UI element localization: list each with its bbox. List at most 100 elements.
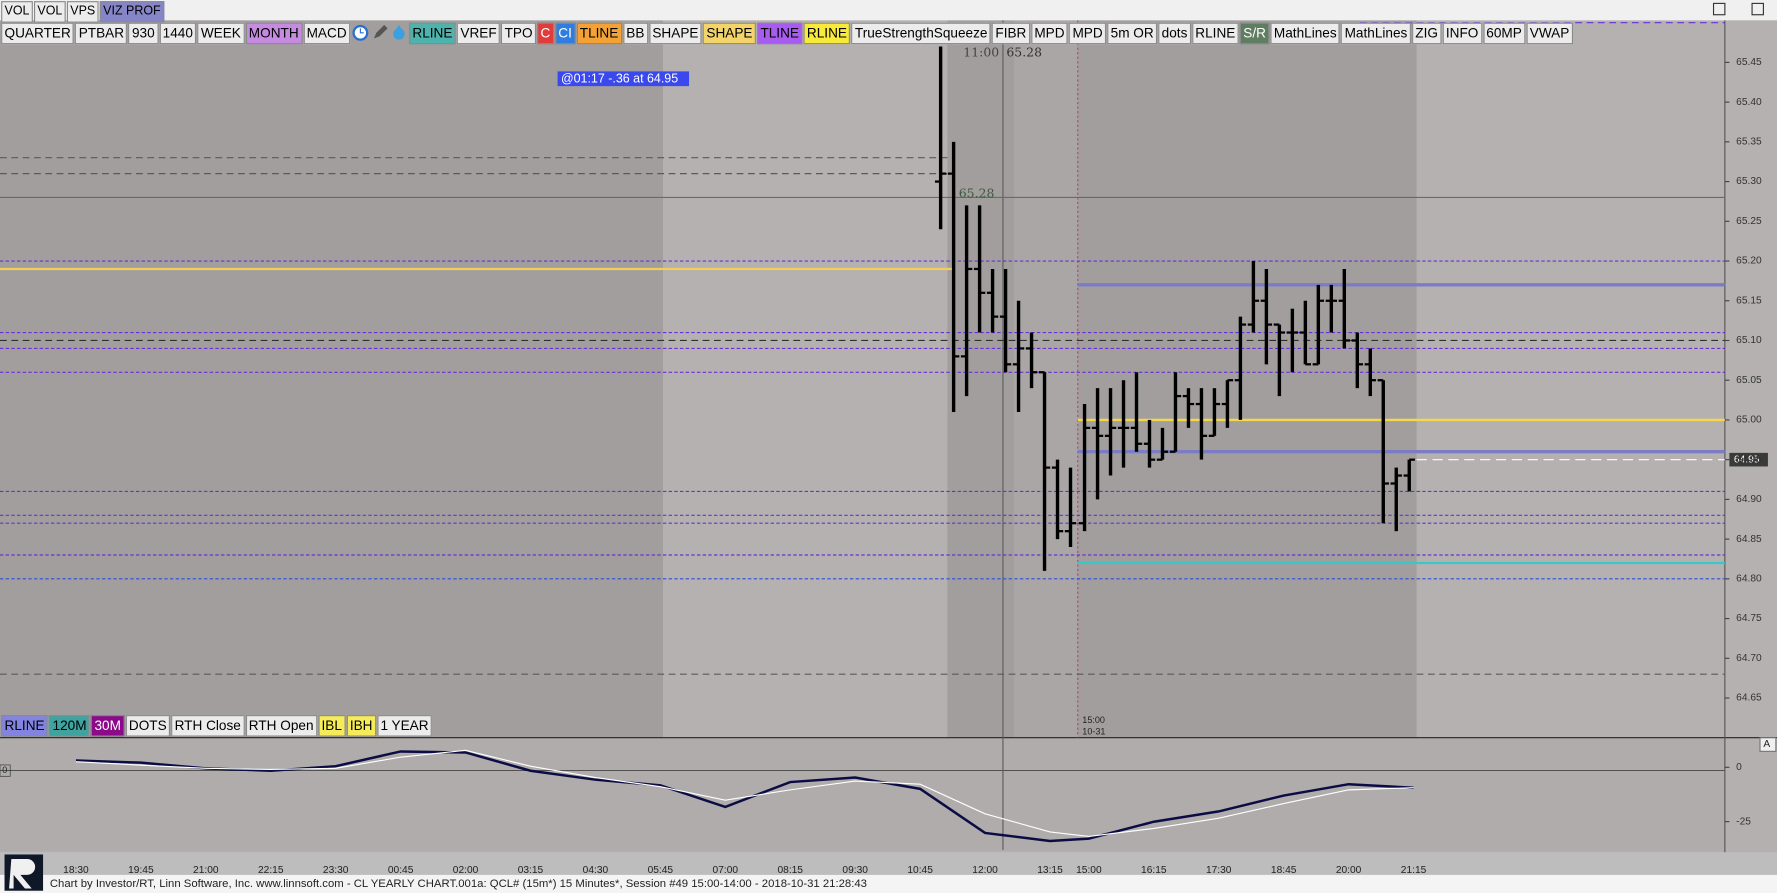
y-tick-label: 64.90 (1736, 494, 1762, 505)
toolbar-button[interactable]: ZIG (1411, 22, 1442, 45)
y-tick-label: 64.80 (1736, 574, 1762, 585)
toolbar-button[interactable]: CI (554, 22, 576, 45)
background (1416, 20, 1777, 738)
y-tick-label: 64.65 (1736, 693, 1762, 704)
toolbar-button[interactable]: IBH (346, 715, 376, 737)
background (662, 20, 948, 738)
toolbar-button[interactable]: MPD (1069, 22, 1107, 45)
last-price-label: 64.95 (1734, 454, 1760, 465)
toolbar-button[interactable]: INFO (1442, 22, 1482, 45)
toolbar-button[interactable]: SHAPE (648, 22, 702, 45)
toolbar-button[interactable]: 1440 (159, 22, 197, 45)
y-tick-label: 65.30 (1736, 176, 1762, 187)
x-tick-label: 15:00 (1076, 865, 1102, 876)
crosshair-price: 65.28 (1006, 45, 1042, 60)
toolbar-button[interactable]: DOTS (125, 715, 171, 737)
y-tick-label: 65.40 (1736, 97, 1762, 108)
toolbar-button[interactable]: TLINE (576, 22, 622, 45)
crosshair-price-marker: 65.28 (959, 185, 995, 200)
toolbar-button[interactable]: FIBR (992, 22, 1030, 45)
toolbar-button[interactable]: VREF (456, 22, 501, 45)
toolbar-button[interactable]: RLINE (1, 715, 48, 737)
toolbar-button[interactable]: VIZ PROF (99, 1, 165, 23)
x-tick-label: 18:45 (1271, 865, 1297, 876)
background (1077, 20, 1417, 738)
y-tick-label: 64.75 (1736, 613, 1762, 624)
x-tick-label: 23:30 (323, 865, 349, 876)
toolbar-right: RLINE VREF TPO C CI TLINE BB SHAPE SHAPE TLINE RLI… (408, 22, 1573, 45)
toolbar-button[interactable]: S/R (1239, 22, 1270, 45)
x-tick-label: 20:00 (1336, 865, 1362, 876)
x-tick-label: 17:30 (1206, 865, 1232, 876)
toolbar-button[interactable]: VOL (1, 1, 33, 23)
toolbar-button[interactable]: 60MP (1482, 22, 1526, 45)
drop-icon[interactable] (390, 23, 408, 42)
y-tick-label: 64.95 (1736, 454, 1762, 465)
window-restore[interactable] (1712, 2, 1726, 16)
y-tick-label: 65.05 (1736, 375, 1762, 386)
toolbar-button[interactable]: BB (622, 22, 648, 45)
pane-label: 0 (2, 765, 7, 775)
y-tick-label: 65.20 (1736, 256, 1762, 267)
toolbar-button[interactable]: 5m OR (1107, 22, 1158, 45)
toolbar-button[interactable]: PTBAR (75, 22, 128, 45)
y-tick-label: 65.10 (1736, 335, 1762, 346)
x-tick-label: 02:00 (453, 865, 479, 876)
pencil-icon[interactable] (370, 23, 388, 42)
pane-label-box (0, 764, 11, 777)
studies-bar: RLINE 120M 30M DOTS RTH Close RTH Open IBL IBH 1… (1, 715, 432, 737)
x-tick-label: 12:00 (972, 865, 998, 876)
toolbar-button[interactable]: 120M (49, 715, 90, 737)
toolbar-button[interactable]: MONTH (245, 22, 303, 45)
corner-label: A (1763, 739, 1770, 750)
x-tick-label: 22:15 (258, 865, 284, 876)
toolbar-button[interactable]: MPD (1030, 22, 1068, 45)
x-tick-label: 21:15 (1401, 865, 1427, 876)
y-tick-label: 65.25 (1736, 216, 1762, 227)
toolbar-button[interactable]: VWAP (1526, 22, 1573, 45)
title-strip (0, 0, 1777, 21)
clock-icon[interactable] (351, 23, 369, 42)
toolbar-button[interactable]: QUARTER (1, 22, 75, 45)
toolbar-button[interactable]: RLINE (803, 22, 851, 45)
x-tick-label: 13:15 (1037, 865, 1063, 876)
toolbar-button[interactable]: MathLines (1270, 22, 1341, 45)
toolbar-button[interactable]: SHAPE (702, 22, 756, 45)
x-tick-label: 03:15 (518, 865, 544, 876)
x-tick-label: 16:15 (1141, 865, 1167, 876)
toolbar-button[interactable]: C (537, 22, 554, 45)
y-tick-label: 64.70 (1736, 653, 1762, 664)
toolbar-button[interactable]: TPO (501, 22, 536, 45)
x-tick-label: 00:45 (388, 865, 414, 876)
x-tick-label: 18:30 (63, 865, 89, 876)
toolbar-button[interactable]: RTH Open (245, 715, 317, 737)
toolbar-button[interactable]: RLINE (1191, 22, 1239, 45)
toolbar-button[interactable]: VPS (66, 1, 99, 23)
window-tabs: VOL VOL VPS VIZ PROF (1, 1, 165, 23)
y-tick-label: 65.35 (1736, 137, 1762, 148)
toolbar-button[interactable]: 30M (91, 715, 125, 737)
toolbar-button[interactable]: VOL (34, 1, 66, 23)
x-tick-label: 09:30 (842, 865, 868, 876)
toolbar-button[interactable]: TrueStrengthSqueeze (851, 22, 991, 45)
toolbar-button[interactable]: 930 (128, 22, 159, 45)
toolbar-button[interactable]: RTH Close (171, 715, 245, 737)
toolbar-button[interactable]: 1 YEAR (377, 715, 432, 737)
annotation-box (557, 71, 690, 87)
corner-box (1759, 737, 1777, 752)
toolbar-button[interactable]: RLINE (408, 22, 456, 45)
macd-background (0, 738, 1725, 852)
window-maximize[interactable] (1751, 2, 1764, 16)
last-price-tag (1729, 452, 1768, 467)
toolbar-button[interactable]: MACD (303, 22, 351, 45)
x-tick-label: 07:00 (713, 865, 739, 876)
toolbar-button[interactable]: WEEK (197, 22, 245, 45)
y-tick-label: -25 (1736, 816, 1751, 827)
toolbar-button[interactable]: MathLines (1341, 22, 1411, 45)
y-tick-label: 65.45 (1736, 57, 1762, 68)
toolbar-button[interactable]: IBL (318, 715, 346, 737)
toolbar-left: QUARTER PTBAR 930 1440 WEEK MONTH MACD (1, 22, 351, 45)
toolbar-button[interactable]: TLINE (757, 22, 803, 45)
toolbar-button[interactable]: dots (1158, 22, 1191, 45)
